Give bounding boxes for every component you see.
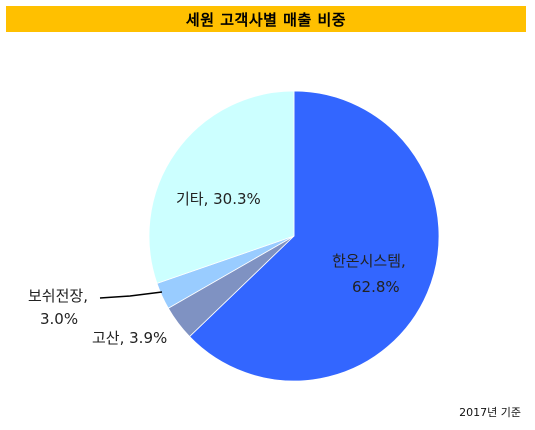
label-bosch-value: 3.0% (40, 310, 78, 328)
chart-title-bar: 세원 고객사별 매출 비중 (6, 6, 526, 32)
label-bosch-name: 보쉬전장, (28, 287, 88, 305)
label-gosan: 고산, 3.9% (92, 329, 167, 347)
label-hanon-value: 62.8% (352, 278, 400, 296)
pie-slice-3 (148, 90, 295, 284)
chart-title: 세원 고객사별 매출 비중 (185, 10, 347, 29)
footnote: 2017년 기준 (459, 406, 521, 419)
pie-slice-0 (188, 90, 440, 382)
label-hanon-name: 한온시스템, (332, 252, 406, 270)
label-etc: 기타, 30.3% (176, 190, 261, 208)
leader-line-bosch (99, 291, 163, 299)
pie-slices (148, 90, 440, 382)
